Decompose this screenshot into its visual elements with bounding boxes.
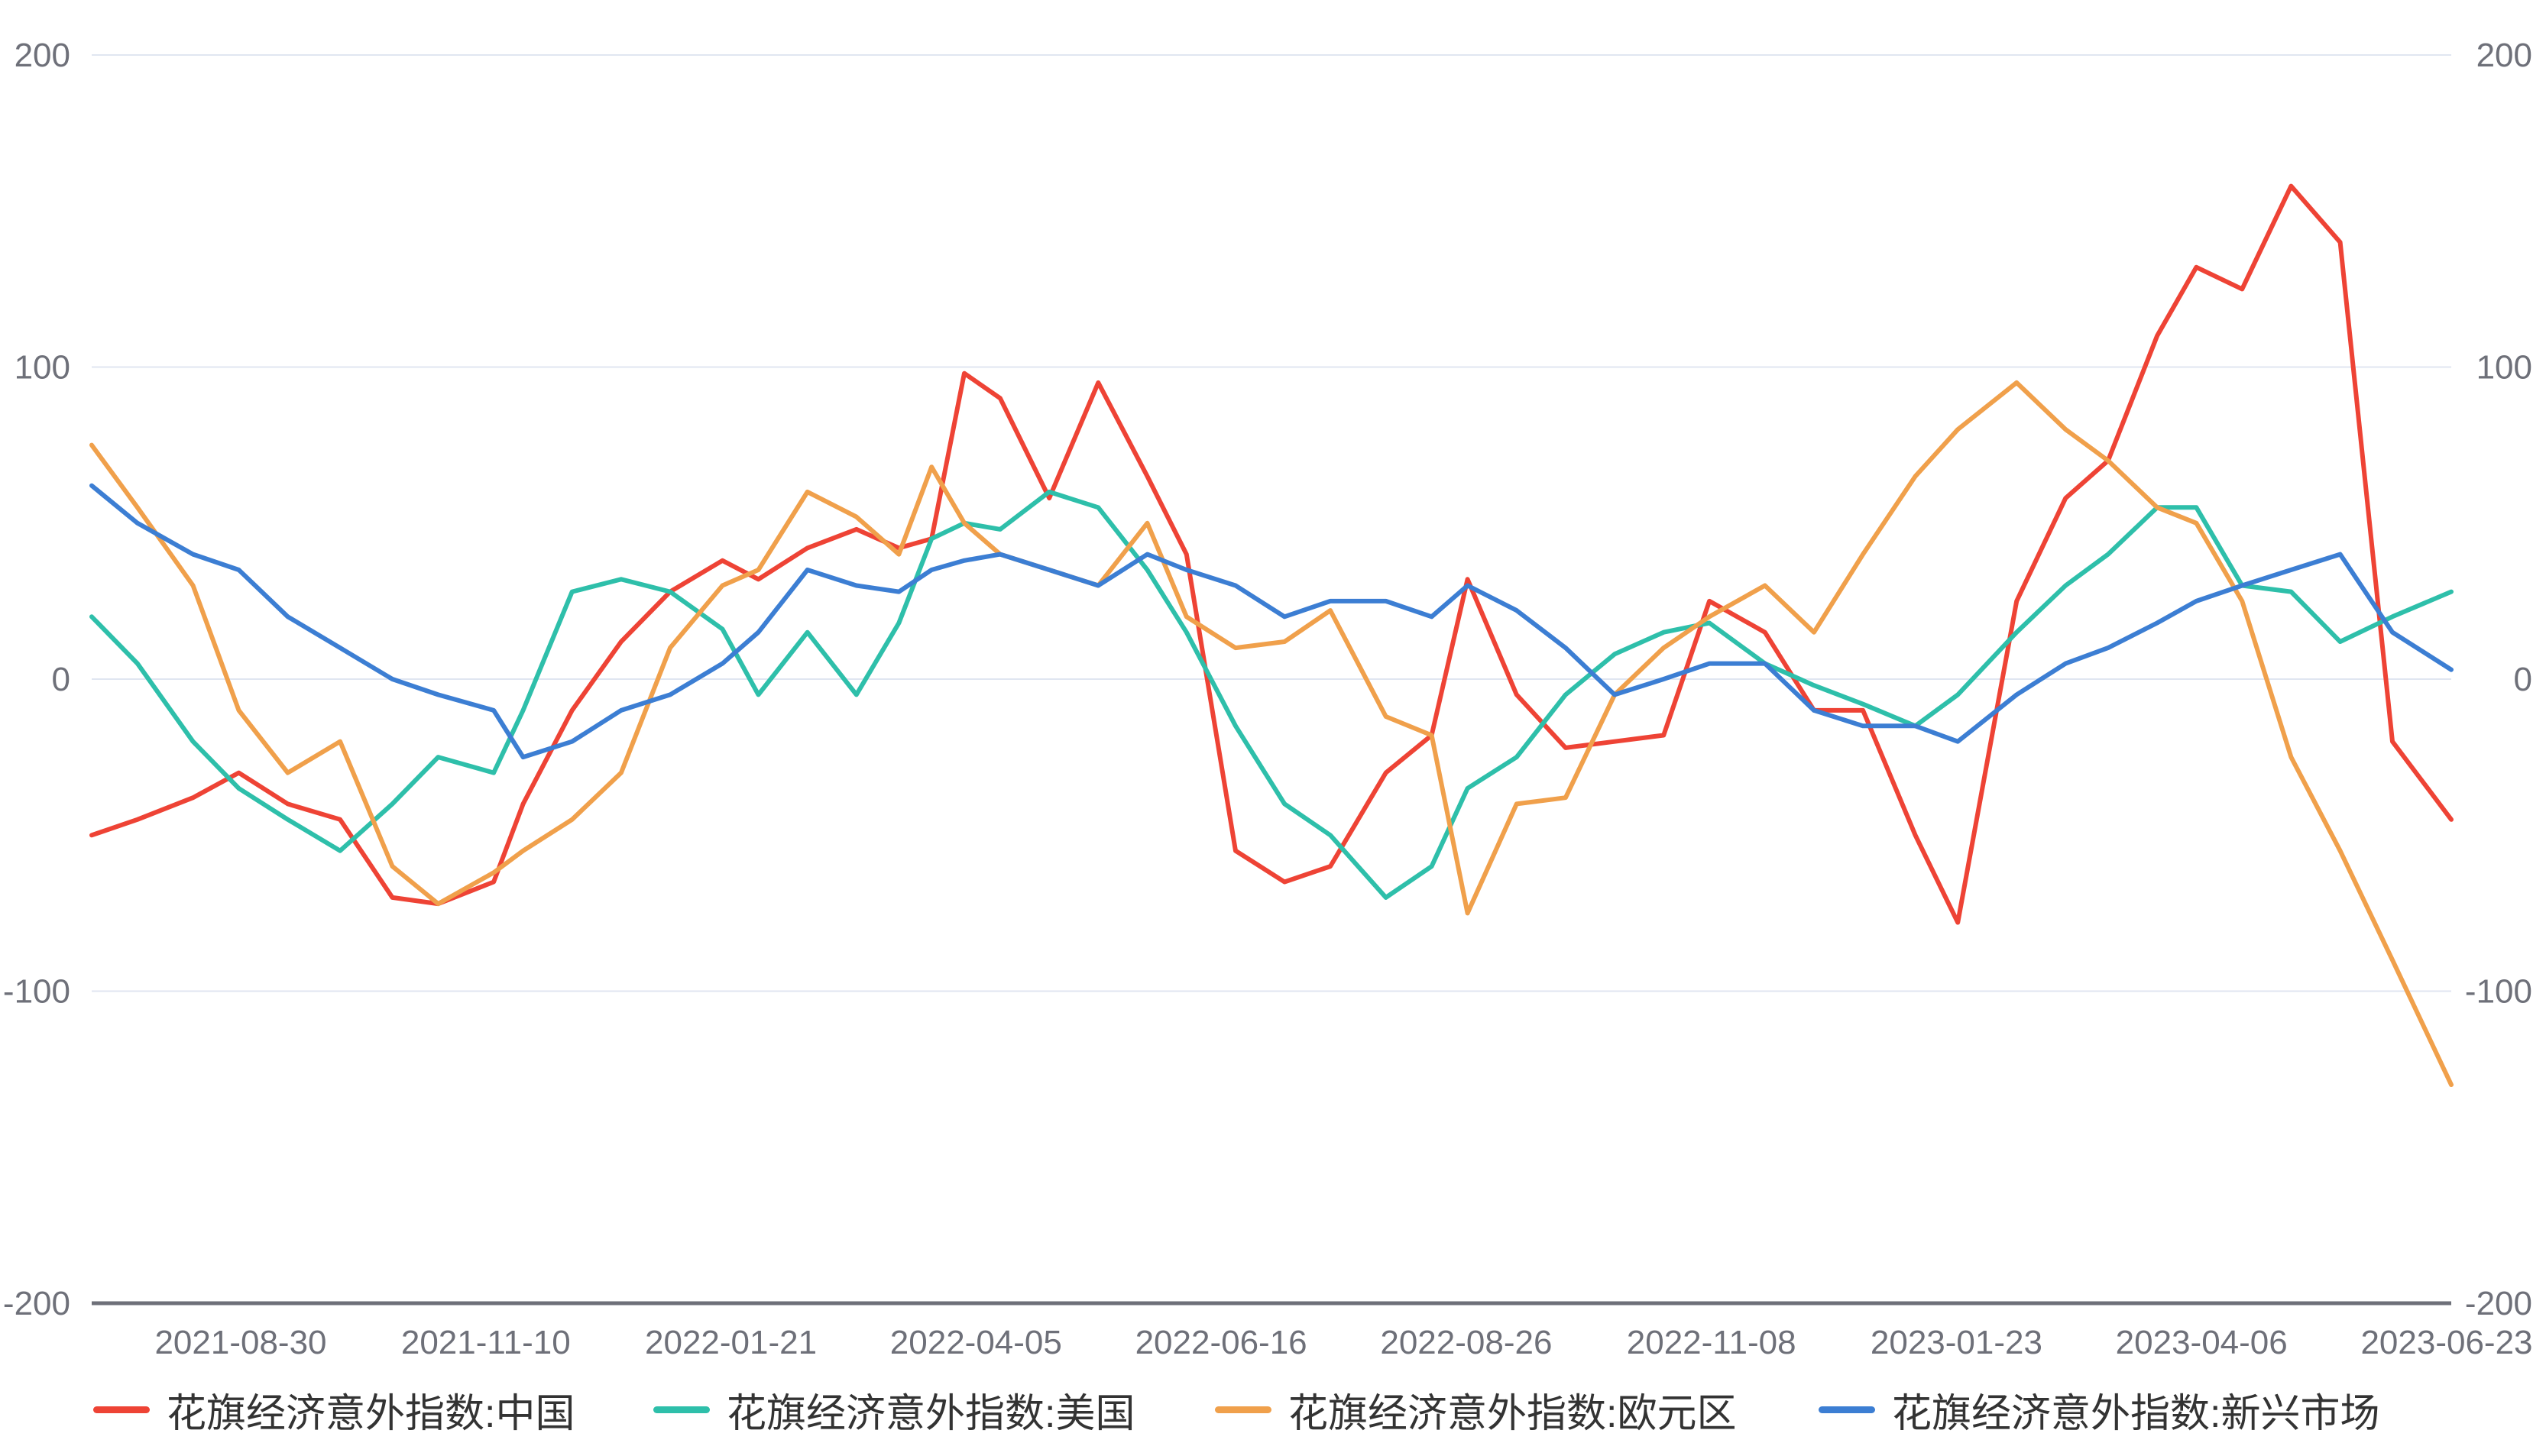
- series-line-2: [89, 380, 2454, 1087]
- x-tick-label: 2021-08-30: [154, 1324, 326, 1361]
- y-tick-label-right: -200: [2465, 1285, 2532, 1322]
- y-tick-label-left: 200: [15, 37, 70, 74]
- legend: 花旗经济意外指数:中国 花旗经济意外指数:美国 花旗经济意外指数:欧元区 花旗经济意外…: [0, 1375, 2546, 1444]
- legend-label: 花旗经济意外指数:中国: [167, 1391, 575, 1436]
- axes: 200 200 100 100 0 0 -100 -100 -200 -200 2021-08-30…: [3, 37, 2533, 1361]
- legend-swatch: [1819, 1406, 1875, 1413]
- legend-swatch: [93, 1406, 150, 1413]
- legend-swatch: [653, 1406, 710, 1413]
- gridlines: [92, 54, 2451, 992]
- y-tick-label-right: -100: [2465, 973, 2532, 1011]
- x-tick-label: 2023-06-23: [2360, 1324, 2532, 1361]
- legend-item-1[interactable]: 花旗经济意外指数:美国: [653, 1375, 1135, 1444]
- legend-item-2[interactable]: 花旗经济意外指数:欧元区: [1215, 1375, 1736, 1444]
- legend-label: 花旗经济意外指数:美国: [727, 1391, 1135, 1436]
- y-tick-label-right: 100: [2476, 349, 2532, 387]
- y-tick-label-left: 0: [52, 661, 70, 698]
- series-lines: [89, 183, 2454, 1087]
- x-tick-label: 2022-08-26: [1380, 1324, 1552, 1361]
- x-tick-label: 2022-06-16: [1135, 1324, 1307, 1361]
- legend-label: 花旗经济意外指数:新兴市场: [1892, 1391, 2380, 1436]
- y-tick-label-right: 200: [2476, 37, 2532, 74]
- x-tick-label: 2022-11-08: [1627, 1324, 1796, 1361]
- legend-label: 花旗经济意外指数:欧元区: [1288, 1391, 1737, 1436]
- x-tick-label: 2023-01-23: [1871, 1324, 2042, 1361]
- y-tick-label-left: -100: [3, 973, 70, 1011]
- legend-item-3[interactable]: 花旗经济意外指数:新兴市场: [1819, 1375, 2379, 1444]
- legend-swatch: [1215, 1406, 1271, 1413]
- x-tick-label: 2022-04-05: [890, 1324, 1062, 1361]
- y-tick-label-right: 0: [2514, 661, 2532, 698]
- x-tick-label: 2022-01-21: [645, 1324, 817, 1361]
- y-tick-label-left: -200: [3, 1285, 70, 1322]
- series-line-3: [89, 483, 2454, 760]
- legend-item-0[interactable]: 花旗经济意外指数:中国: [93, 1375, 575, 1444]
- series-line-1: [89, 489, 2454, 900]
- y-tick-label-left: 100: [15, 349, 70, 387]
- x-tick-label: 2021-11-10: [401, 1324, 571, 1361]
- series-line-0: [89, 183, 2454, 925]
- x-tick-label: 2023-04-06: [2116, 1324, 2288, 1361]
